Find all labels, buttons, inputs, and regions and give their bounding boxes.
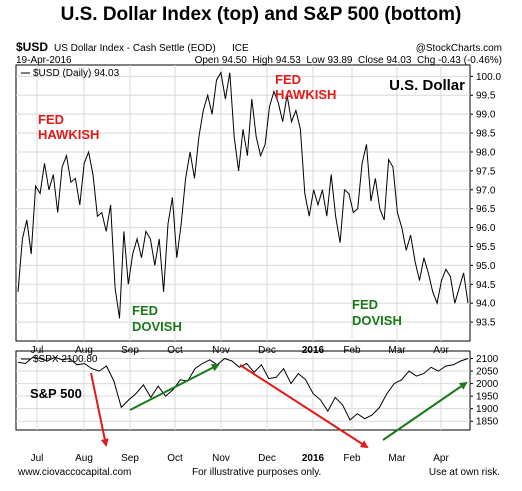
usd-legend: $USD (Daily) 94.03 [33, 68, 120, 79]
y-tick-label: 2050 [476, 367, 499, 378]
ohlc-label: Open 94.50 High 94.53 Low 93.89 Close 94… [195, 55, 502, 66]
x-tick-label: Dec [258, 453, 276, 464]
page-title: U.S. Dollar Index (top) and S&P 500 (bot… [60, 4, 462, 25]
annotation-fed-dovish-2-line2: DOVISH [352, 313, 402, 328]
spx-chart-title: S&P 500 [30, 386, 82, 401]
x-tick-label: 2016 [302, 453, 325, 464]
usd-chart-title: U.S. Dollar [389, 77, 465, 94]
y-tick-label: 95.5 [476, 242, 496, 253]
bottom-x-axis: Jul Aug Sep Oct Nov Dec 2016 Feb Mar Apr [31, 453, 450, 464]
x-tick-label: Jul [31, 453, 44, 464]
y-tick-label: 100.0 [476, 72, 501, 83]
y-tick-label: 98.5 [476, 129, 496, 140]
x-tick-label: Feb [343, 453, 361, 464]
y-tick-label: 98.0 [476, 147, 496, 158]
bottom-panel-frame [15, 350, 471, 431]
y-tick-label: 2100 [476, 354, 499, 365]
y-tick-label: 99.5 [476, 91, 496, 102]
x-tick-label: Sep [121, 453, 139, 464]
y-tick-label: 99.0 [476, 110, 496, 121]
annotation-fed-dovish-1-line1: FED [132, 303, 158, 318]
x-tick-label: Nov [212, 453, 230, 464]
annotation-fed-hawkish-2-line1: FED [275, 72, 301, 87]
y-tick-label: 94.5 [476, 280, 496, 291]
y-tick-label: 93.5 [476, 318, 496, 329]
trend-arrow-green-2 [382, 381, 468, 441]
y-tick-label: 95.0 [476, 261, 496, 272]
instrument-name: US Dollar Index - Cash Settle (EOD) [54, 43, 216, 54]
copyright-label: @StockCharts.com [416, 43, 502, 54]
footer-website: www.ciovaccocapital.com [17, 467, 131, 478]
trend-arrow-red-2 [239, 364, 369, 449]
x-tick-label: Aug [75, 453, 93, 464]
footer-disclaimer: For illustrative purposes only. [192, 467, 321, 478]
y-tick-label: 1850 [476, 417, 499, 428]
y-tick-label: 97.0 [476, 185, 496, 196]
spx-legend: $SPX 2100.80 [33, 354, 98, 365]
y-tick-label: 2000 [476, 379, 499, 390]
trend-arrow-green-1 [129, 364, 220, 411]
y-tick-label: 97.5 [476, 166, 496, 177]
top-gridlines [16, 65, 470, 341]
top-y-axis: 93.5 94.0 94.5 95.0 95.5 96.0 96.5 97.0 97.5 98.0… [470, 72, 501, 329]
y-tick-label: 94.0 [476, 299, 496, 310]
annotation-fed-hawkish-1-line1: FED [38, 112, 64, 127]
date-label: 19-Apr-2016 [16, 55, 72, 66]
trend-arrow-red-1 [90, 372, 109, 447]
x-tick-label: Oct [167, 453, 183, 464]
x-tick-label: Mar [388, 453, 406, 464]
exchange-label: ICE [232, 43, 249, 54]
top-panel-frame [15, 64, 471, 342]
annotation-fed-hawkish-2-line2: HAWKISH [275, 87, 336, 102]
y-tick-label: 96.0 [476, 223, 496, 234]
footer-risk: Use at own risk. [429, 467, 500, 478]
usd-series-line [17, 71, 469, 319]
x-tick-label: Apr [433, 453, 449, 464]
annotation-fed-dovish-2-line1: FED [352, 297, 378, 312]
annotation-fed-dovish-1-line2: DOVISH [132, 319, 182, 334]
y-tick-label: 1900 [476, 404, 499, 415]
y-tick-label: 96.5 [476, 204, 496, 215]
symbol-label: $USD [16, 40, 48, 54]
spx-series-line [17, 356, 469, 421]
annotation-fed-hawkish-1-line2: HAWKISH [38, 127, 99, 142]
y-tick-label: 1950 [476, 392, 499, 403]
